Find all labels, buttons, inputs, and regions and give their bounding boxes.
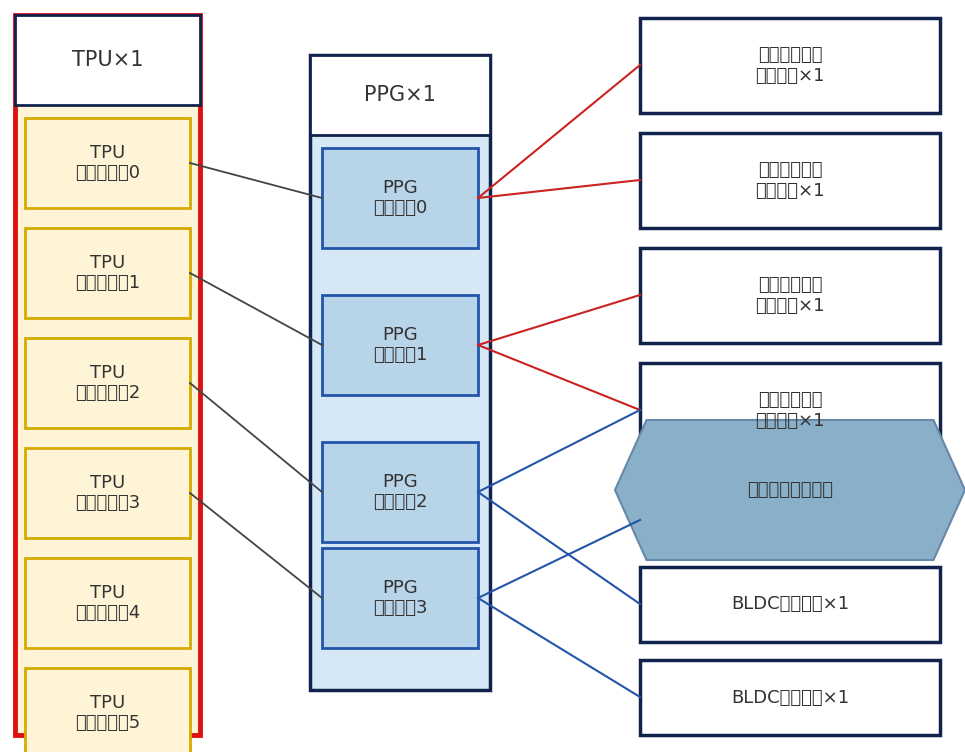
Text: TPU
チャンネル5: TPU チャンネル5 (75, 693, 140, 732)
Bar (640, 363, 940, 458)
Text: PPG
グループ2: PPG グループ2 (372, 472, 427, 511)
Bar (322, 295, 478, 395)
Bar (640, 133, 940, 228)
Text: TPU
チャンネル4: TPU チャンネル4 (75, 584, 140, 623)
Text: BLDCモーター×1: BLDCモーター×1 (731, 689, 849, 706)
Text: PPG
グループ0: PPG グループ0 (372, 179, 427, 217)
Bar (25, 228, 190, 318)
Text: ステッピング
モーター×1: ステッピング モーター×1 (756, 391, 825, 430)
Text: TPU
チャンネル2: TPU チャンネル2 (75, 364, 140, 402)
Text: TPU
チャンネル1: TPU チャンネル1 (75, 253, 140, 293)
Text: PPG×1: PPG×1 (364, 85, 436, 105)
Bar (322, 148, 478, 248)
Text: PPG
グループ1: PPG グループ1 (372, 326, 427, 365)
Text: BLDCモーター×1: BLDCモーター×1 (731, 596, 849, 614)
Bar (15, 15, 200, 105)
Text: ステッピング
モーター×1: ステッピング モーター×1 (756, 276, 825, 315)
Bar (322, 548, 478, 648)
Text: TPU
チャンネル0: TPU チャンネル0 (75, 144, 140, 183)
Text: TPU×1: TPU×1 (71, 50, 143, 70)
Text: ステッピング
モーター×1: ステッピング モーター×1 (756, 46, 825, 85)
Bar (25, 448, 190, 538)
Bar (310, 55, 490, 690)
Bar (310, 55, 490, 135)
Text: ステッピング
モーター×1: ステッピング モーター×1 (756, 161, 825, 200)
Bar (25, 558, 190, 648)
Text: TPU
チャンネル3: TPU チャンネル3 (75, 474, 140, 512)
Bar (25, 668, 190, 752)
Bar (322, 442, 478, 542)
Polygon shape (615, 420, 965, 560)
Bar (640, 660, 940, 735)
Bar (640, 18, 940, 113)
Bar (640, 248, 940, 343)
Text: PPG
グループ3: PPG グループ3 (372, 578, 427, 617)
Bar (25, 338, 190, 428)
Text: ピン配置切り替え: ピン配置切り替え (747, 481, 833, 499)
Bar (15, 15, 200, 735)
Bar (640, 567, 940, 642)
Bar (25, 118, 190, 208)
